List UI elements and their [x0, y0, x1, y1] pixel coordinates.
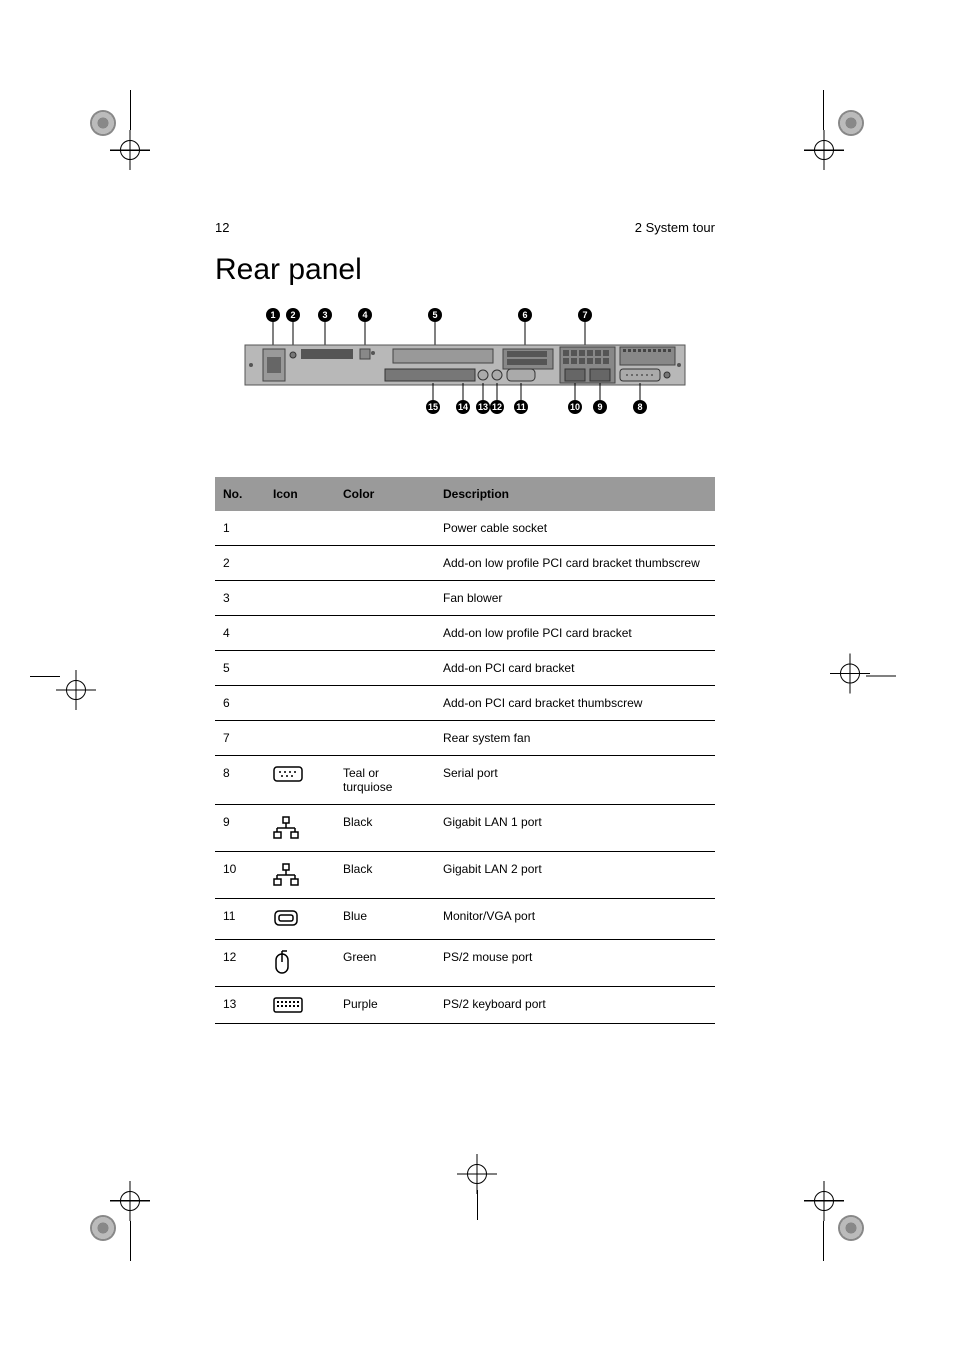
cell-color	[335, 616, 435, 651]
cell-no: 1	[215, 511, 265, 546]
table-row: 1 Power cable socket	[215, 511, 715, 546]
svg-text:9: 9	[597, 402, 602, 412]
cell-color	[335, 651, 435, 686]
cell-desc: PS/2 mouse port	[435, 940, 715, 987]
table-row: 9 Black Gigabit LAN 1 port	[215, 805, 715, 852]
cell-icon	[265, 987, 335, 1024]
cell-icon	[265, 546, 335, 581]
cell-desc: Gigabit LAN 1 port	[435, 805, 715, 852]
ports-table: No. Icon Color Description 1 Power cable…	[215, 477, 715, 1024]
svg-text:13: 13	[478, 402, 488, 412]
cell-icon	[265, 852, 335, 899]
cell-icon	[265, 756, 335, 805]
cell-icon	[265, 899, 335, 940]
crop-mark-bc	[463, 1160, 491, 1193]
table-row: 12 Green PS/2 mouse port	[215, 940, 715, 987]
page-heading: Rear panel	[215, 253, 715, 287]
monitor-icon	[273, 909, 327, 929]
cell-no: 10	[215, 852, 265, 899]
table-row: 10 Black Gigabit LAN 2 port	[215, 852, 715, 899]
cell-icon	[265, 651, 335, 686]
cell-icon	[265, 940, 335, 987]
cell-icon	[265, 616, 335, 651]
table-row: 5 Add-on PCI card bracket	[215, 651, 715, 686]
cell-color: Black	[335, 805, 435, 852]
svg-text:7: 7	[582, 310, 587, 320]
cell-desc: Add-on low profile PCI card bracket thum…	[435, 546, 715, 581]
cell-color: Black	[335, 852, 435, 899]
cell-no: 11	[215, 899, 265, 940]
cell-desc: Fan blower	[435, 581, 715, 616]
svg-text:4: 4	[362, 310, 367, 320]
page-number: 12	[215, 220, 229, 235]
table-row: 13 Purple PS/2 keyboard port	[215, 987, 715, 1024]
keyboard-icon	[273, 997, 327, 1013]
cell-color	[335, 581, 435, 616]
cell-desc: Serial port	[435, 756, 715, 805]
cell-no: 3	[215, 581, 265, 616]
cell-no: 12	[215, 940, 265, 987]
svg-text:10: 10	[570, 402, 580, 412]
table-row: 4 Add-on low profile PCI card bracket	[215, 616, 715, 651]
lan-icon	[273, 862, 327, 888]
table-header-no: No.	[215, 477, 265, 511]
cell-no: 7	[215, 721, 265, 756]
cell-desc: Gigabit LAN 2 port	[435, 852, 715, 899]
cell-no: 8	[215, 756, 265, 805]
section-title: 2 System tour	[635, 220, 715, 235]
cell-color	[335, 546, 435, 581]
table-header-icon: Icon	[265, 477, 335, 511]
cell-desc: Add-on low profile PCI card bracket	[435, 616, 715, 651]
cell-no: 13	[215, 987, 265, 1024]
cell-no: 5	[215, 651, 265, 686]
cell-desc: Rear system fan	[435, 721, 715, 756]
cell-desc: Power cable socket	[435, 511, 715, 546]
cell-color: Blue	[335, 899, 435, 940]
svg-text:15: 15	[428, 402, 438, 412]
table-row: 7 Rear system fan	[215, 721, 715, 756]
cell-color	[335, 721, 435, 756]
rear-panel-diagram: 1234567	[235, 307, 695, 427]
cell-no: 4	[215, 616, 265, 651]
cell-desc: Add-on PCI card bracket	[435, 651, 715, 686]
crop-mark-rc	[836, 659, 864, 692]
cell-desc: Add-on PCI card bracket thumbscrew	[435, 686, 715, 721]
cell-no: 2	[215, 546, 265, 581]
svg-text:5: 5	[432, 310, 437, 320]
cell-color: Teal or turquiose	[335, 756, 435, 805]
cell-icon	[265, 721, 335, 756]
cell-icon	[265, 686, 335, 721]
svg-text:14: 14	[458, 402, 468, 412]
mouse-icon	[273, 950, 327, 976]
serial-icon	[273, 766, 327, 782]
cell-no: 6	[215, 686, 265, 721]
svg-text:2: 2	[290, 310, 295, 320]
cell-color	[335, 686, 435, 721]
table-row: 8 Teal or turquiose Serial port	[215, 756, 715, 805]
svg-text:6: 6	[522, 310, 527, 320]
table-row: 11 Blue Monitor/VGA port	[215, 899, 715, 940]
table-header-color: Color	[335, 477, 435, 511]
svg-text:8: 8	[637, 402, 642, 412]
cell-no: 9	[215, 805, 265, 852]
svg-text:1: 1	[270, 310, 275, 320]
crop-mark-tl	[90, 110, 116, 141]
cell-icon	[265, 805, 335, 852]
cell-icon	[265, 581, 335, 616]
cell-color	[335, 511, 435, 546]
cell-color: Purple	[335, 987, 435, 1024]
table-row: 2 Add-on low profile PCI card bracket th…	[215, 546, 715, 581]
svg-text:12: 12	[492, 402, 502, 412]
cell-desc: Monitor/VGA port	[435, 899, 715, 940]
cell-icon	[265, 511, 335, 546]
svg-text:3: 3	[322, 310, 327, 320]
svg-text:11: 11	[516, 402, 526, 412]
table-row: 6 Add-on PCI card bracket thumbscrew	[215, 686, 715, 721]
cell-color: Green	[335, 940, 435, 987]
lan-icon	[273, 815, 327, 841]
table-header-desc: Description	[435, 477, 715, 511]
cell-desc: PS/2 keyboard port	[435, 987, 715, 1024]
table-row: 3 Fan blower	[215, 581, 715, 616]
